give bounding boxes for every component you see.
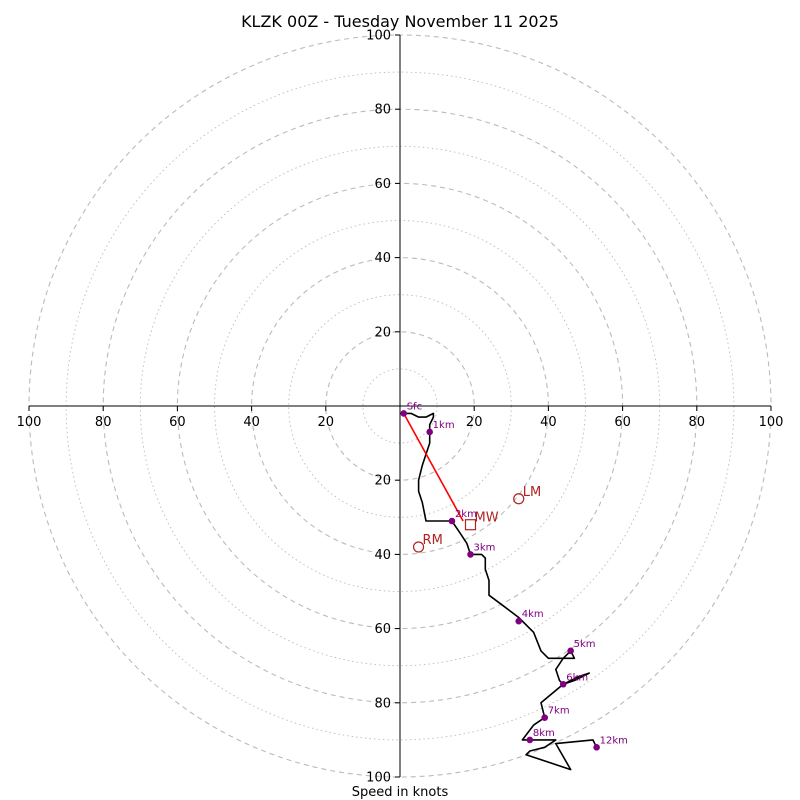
height-label-7km: 7km xyxy=(548,706,570,717)
rm-label: RM xyxy=(423,533,443,548)
x-tick-label: 100 xyxy=(17,415,42,430)
y-tick-label: 60 xyxy=(374,177,391,192)
axes xyxy=(29,35,771,777)
tick-labels: 100 80 60 40 20 20 40 60 80 100 100 80 60 40 20 20 40 60 8… xyxy=(17,29,784,786)
chart-title: KLZK 00Z - Tuesday November 11 2025 xyxy=(241,12,559,31)
y-tick-label: 20 xyxy=(374,474,391,489)
y-tick-label: 60 xyxy=(374,622,391,637)
height-point-8km xyxy=(526,736,534,744)
height-label-12km: 12km xyxy=(600,735,628,746)
height-point-2km xyxy=(448,517,456,525)
mw-label: MW xyxy=(474,511,498,526)
x-axis-label: Speed in knots xyxy=(352,785,449,800)
lm-marker xyxy=(513,493,525,505)
y-tick-label: 20 xyxy=(374,325,391,340)
x-tick-label: 80 xyxy=(95,415,112,430)
y-tick-label: 40 xyxy=(374,548,391,563)
x-tick-label: 20 xyxy=(466,415,483,430)
height-label-4km: 4km xyxy=(522,609,544,620)
height-label-1km: 1km xyxy=(433,420,455,431)
height-point-1km xyxy=(426,428,433,436)
height-label-2km: 2km xyxy=(455,509,477,520)
x-tick-label: 40 xyxy=(540,415,557,430)
shear-vector xyxy=(403,413,464,522)
y-tick-label: 100 xyxy=(366,771,391,786)
height-point-7km xyxy=(541,714,548,721)
y-tick-label: 80 xyxy=(374,696,391,711)
height-label-3km: 3km xyxy=(473,542,495,553)
height-point-6km xyxy=(559,680,567,688)
y-tick-label: 40 xyxy=(374,251,391,266)
x-tick-label: 20 xyxy=(318,415,335,430)
height-point-12km xyxy=(593,744,600,751)
rm-marker xyxy=(412,541,425,553)
height-point-5km xyxy=(567,647,574,655)
x-tick-label: 60 xyxy=(614,415,631,430)
mw-marker xyxy=(464,519,477,531)
y-tick-label: 100 xyxy=(366,29,391,44)
height-point-sfc xyxy=(400,410,408,417)
height-point-4km xyxy=(515,617,523,625)
x-tick-label: 60 xyxy=(169,415,186,430)
hodograph-series: Sfc 1km 2km 3km 4km 5km 6km 7km 8km 12km LM MW RM xyxy=(400,401,628,771)
height-point-3km xyxy=(467,551,474,558)
height-label-6km: 6km xyxy=(566,672,588,683)
x-tick-label: 80 xyxy=(689,415,706,430)
y-tick-label: 80 xyxy=(374,103,391,118)
height-label-5km: 5km xyxy=(574,639,596,650)
x-tick-label: 100 xyxy=(759,415,784,430)
height-label-sfc: Sfc xyxy=(407,401,422,412)
height-label-8km: 8km xyxy=(533,728,555,739)
lm-label: LM xyxy=(523,485,541,500)
hodograph-trace xyxy=(403,412,598,771)
x-tick-label: 40 xyxy=(243,415,260,430)
